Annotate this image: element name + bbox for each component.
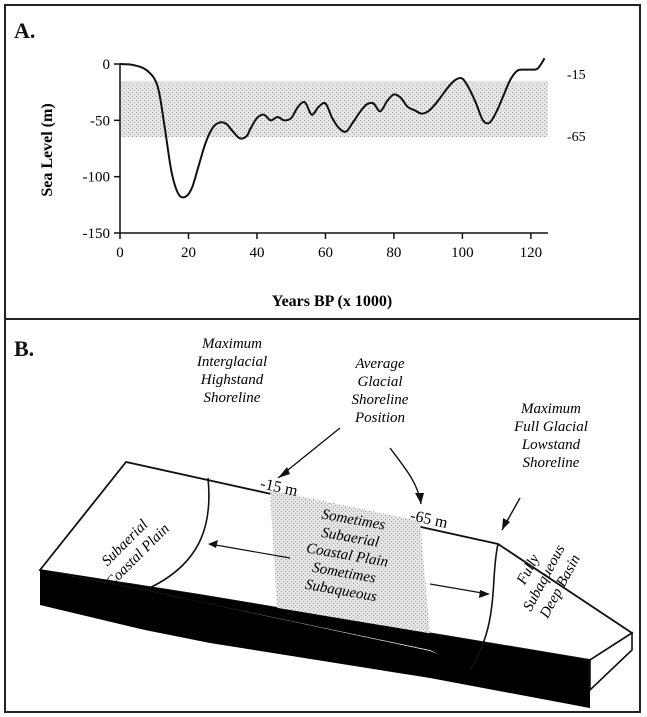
panel-b-label: B. [14, 336, 35, 361]
callout-lowstand-2: Full Glacial [513, 419, 588, 435]
lowstand-shoreline [469, 543, 499, 671]
shoreline-block-diagram: Maximum Interglacial Highstand Shoreline… [38, 336, 634, 708]
highstand-shoreline [144, 477, 210, 591]
panel-a-label: A. [14, 18, 36, 43]
callout-lowstand-4: Shoreline [523, 455, 580, 471]
x-tick-label: 80 [386, 245, 401, 261]
block-right-face [589, 631, 633, 692]
shaded-band [120, 80, 548, 138]
callout-average-2: Glacial [358, 374, 403, 390]
arrow-to-minus-15 [277, 427, 341, 479]
y-tick-label: -50 [90, 113, 110, 129]
x-tick-label: 40 [249, 245, 264, 261]
y-axis-label: Sea Level (m) [39, 103, 56, 196]
arrowhead-left [208, 540, 218, 548]
callout-average-1: Average [354, 356, 404, 372]
callout-highstand-3: Highstand [200, 372, 264, 388]
x-tick-label: 60 [318, 245, 333, 261]
callout-highstand-4: Shoreline [204, 390, 261, 406]
callout-average-4: Position [354, 410, 405, 426]
block-front-face-main [40, 570, 590, 708]
x-tick-label: 20 [181, 245, 196, 261]
panel-divider [4, 318, 641, 320]
band-label-bottom: -65 [567, 130, 586, 145]
y-tick-label: 0 [103, 57, 111, 73]
x-tick-label: 100 [451, 245, 474, 261]
sea-level-chart: 0 -50 -100 -150 0 20 40 60 80 100 120 Sea Level (m… [39, 57, 586, 310]
arrowhead-minus-65 [415, 493, 424, 504]
callout-highstand-2: Interglacial [196, 354, 267, 370]
arrow-to-minus-65 [389, 447, 422, 505]
callout-highstand-1: Maximum [201, 336, 262, 352]
arrowhead-lowstand [502, 518, 510, 530]
y-tick-label: -150 [83, 226, 111, 242]
callout-lowstand-3: Lowstand [521, 437, 581, 453]
arrowhead-right [479, 590, 490, 598]
band-label-top: -15 [567, 68, 586, 83]
x-tick-label: 0 [116, 245, 124, 261]
callout-lowstand-1: Maximum [520, 401, 581, 417]
figure-frame [4, 4, 641, 713]
arrow-right [429, 583, 489, 595]
arrowhead-minus-15 [278, 467, 290, 478]
x-axis-label: Years BP (x 1000) [272, 293, 392, 310]
x-tick-label: 120 [520, 245, 543, 261]
arrow-left [209, 543, 291, 559]
y-tick-label: -100 [83, 170, 111, 186]
chart-axes: 0 -50 -100 -150 0 20 40 60 80 100 120 [83, 57, 548, 261]
sea-level-curve [119, 57, 546, 199]
callout-average-3: Shoreline [352, 392, 409, 408]
